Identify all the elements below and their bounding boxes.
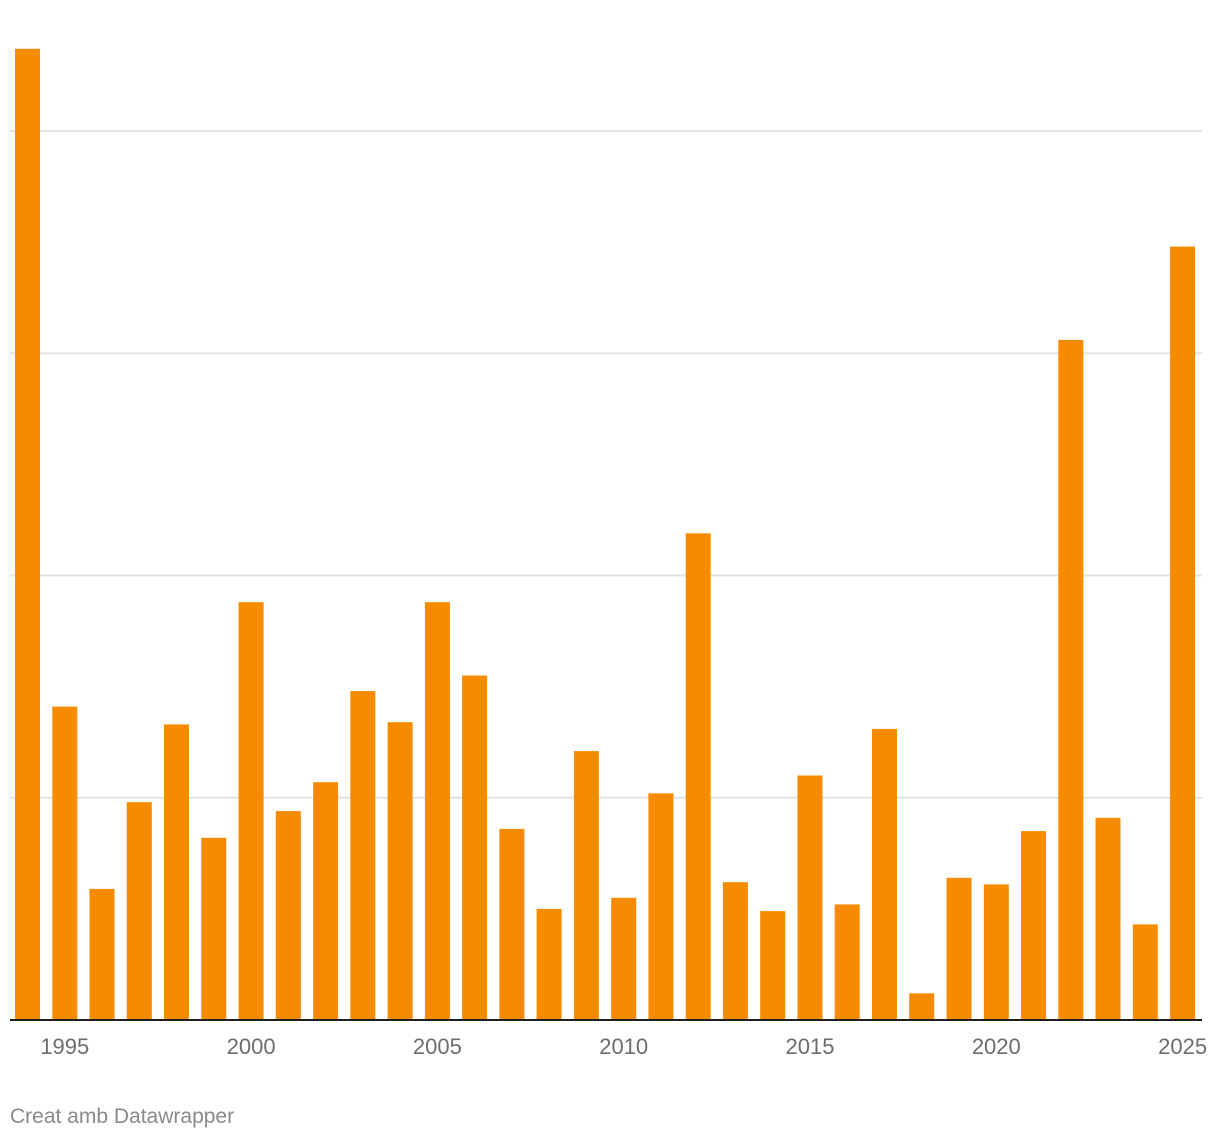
bar-2003[interactable]	[350, 691, 376, 1020]
chart-credit: Creat amb Datawrapper	[10, 1105, 235, 1128]
bar-1999[interactable]	[201, 837, 227, 1020]
bar-2007[interactable]	[499, 828, 525, 1020]
bar-2022[interactable]	[1058, 339, 1084, 1020]
bars	[15, 48, 1196, 1021]
x-tick-label: 2010	[599, 1034, 648, 1059]
bar-2010[interactable]	[611, 897, 637, 1020]
bar-2020[interactable]	[983, 884, 1009, 1020]
x-tick-label: 2000	[227, 1034, 276, 1059]
bar-2025[interactable]	[1170, 246, 1196, 1021]
bar-2023[interactable]	[1095, 817, 1121, 1020]
bar-2012[interactable]	[685, 533, 711, 1020]
bar-2005[interactable]	[424, 602, 450, 1020]
bar-2018[interactable]	[909, 993, 935, 1020]
gridlines	[10, 130, 1202, 799]
x-tick-label: 2015	[786, 1034, 835, 1059]
bar-2017[interactable]	[872, 728, 897, 1020]
x-axis-ticks: 1995 2000 2005 2010 2015 2020 2025	[40, 1034, 1207, 1059]
bar-2006[interactable]	[462, 675, 488, 1021]
bar-2015[interactable]	[797, 775, 823, 1021]
bar-1995[interactable]	[52, 706, 78, 1020]
bar-1994[interactable]	[15, 48, 40, 1021]
bar-2002[interactable]	[313, 782, 339, 1020]
bar-2001[interactable]	[275, 811, 301, 1020]
bar-2011[interactable]	[648, 793, 674, 1020]
bar-2009[interactable]	[573, 751, 599, 1020]
bar-2004[interactable]	[387, 722, 413, 1020]
bar-2013[interactable]	[722, 882, 748, 1020]
bar-2024[interactable]	[1132, 924, 1158, 1020]
x-tick-label: 2020	[972, 1034, 1021, 1059]
bar-1997[interactable]	[126, 802, 152, 1020]
bar-2014[interactable]	[760, 911, 786, 1020]
bar-1996[interactable]	[89, 888, 115, 1020]
bar-2019[interactable]	[946, 877, 972, 1020]
bar-chart: 1995 2000 2005 2010 2015 2020 2025	[10, 48, 1207, 1059]
bar-2008[interactable]	[536, 908, 562, 1020]
bar-2016[interactable]	[834, 904, 860, 1020]
bar-1998[interactable]	[164, 724, 189, 1020]
x-tick-label: 2025	[1158, 1034, 1207, 1059]
bar-2000[interactable]	[238, 602, 264, 1020]
x-tick-label: 1995	[40, 1034, 89, 1059]
bar-2021[interactable]	[1021, 831, 1046, 1020]
x-tick-label: 2005	[413, 1034, 462, 1059]
